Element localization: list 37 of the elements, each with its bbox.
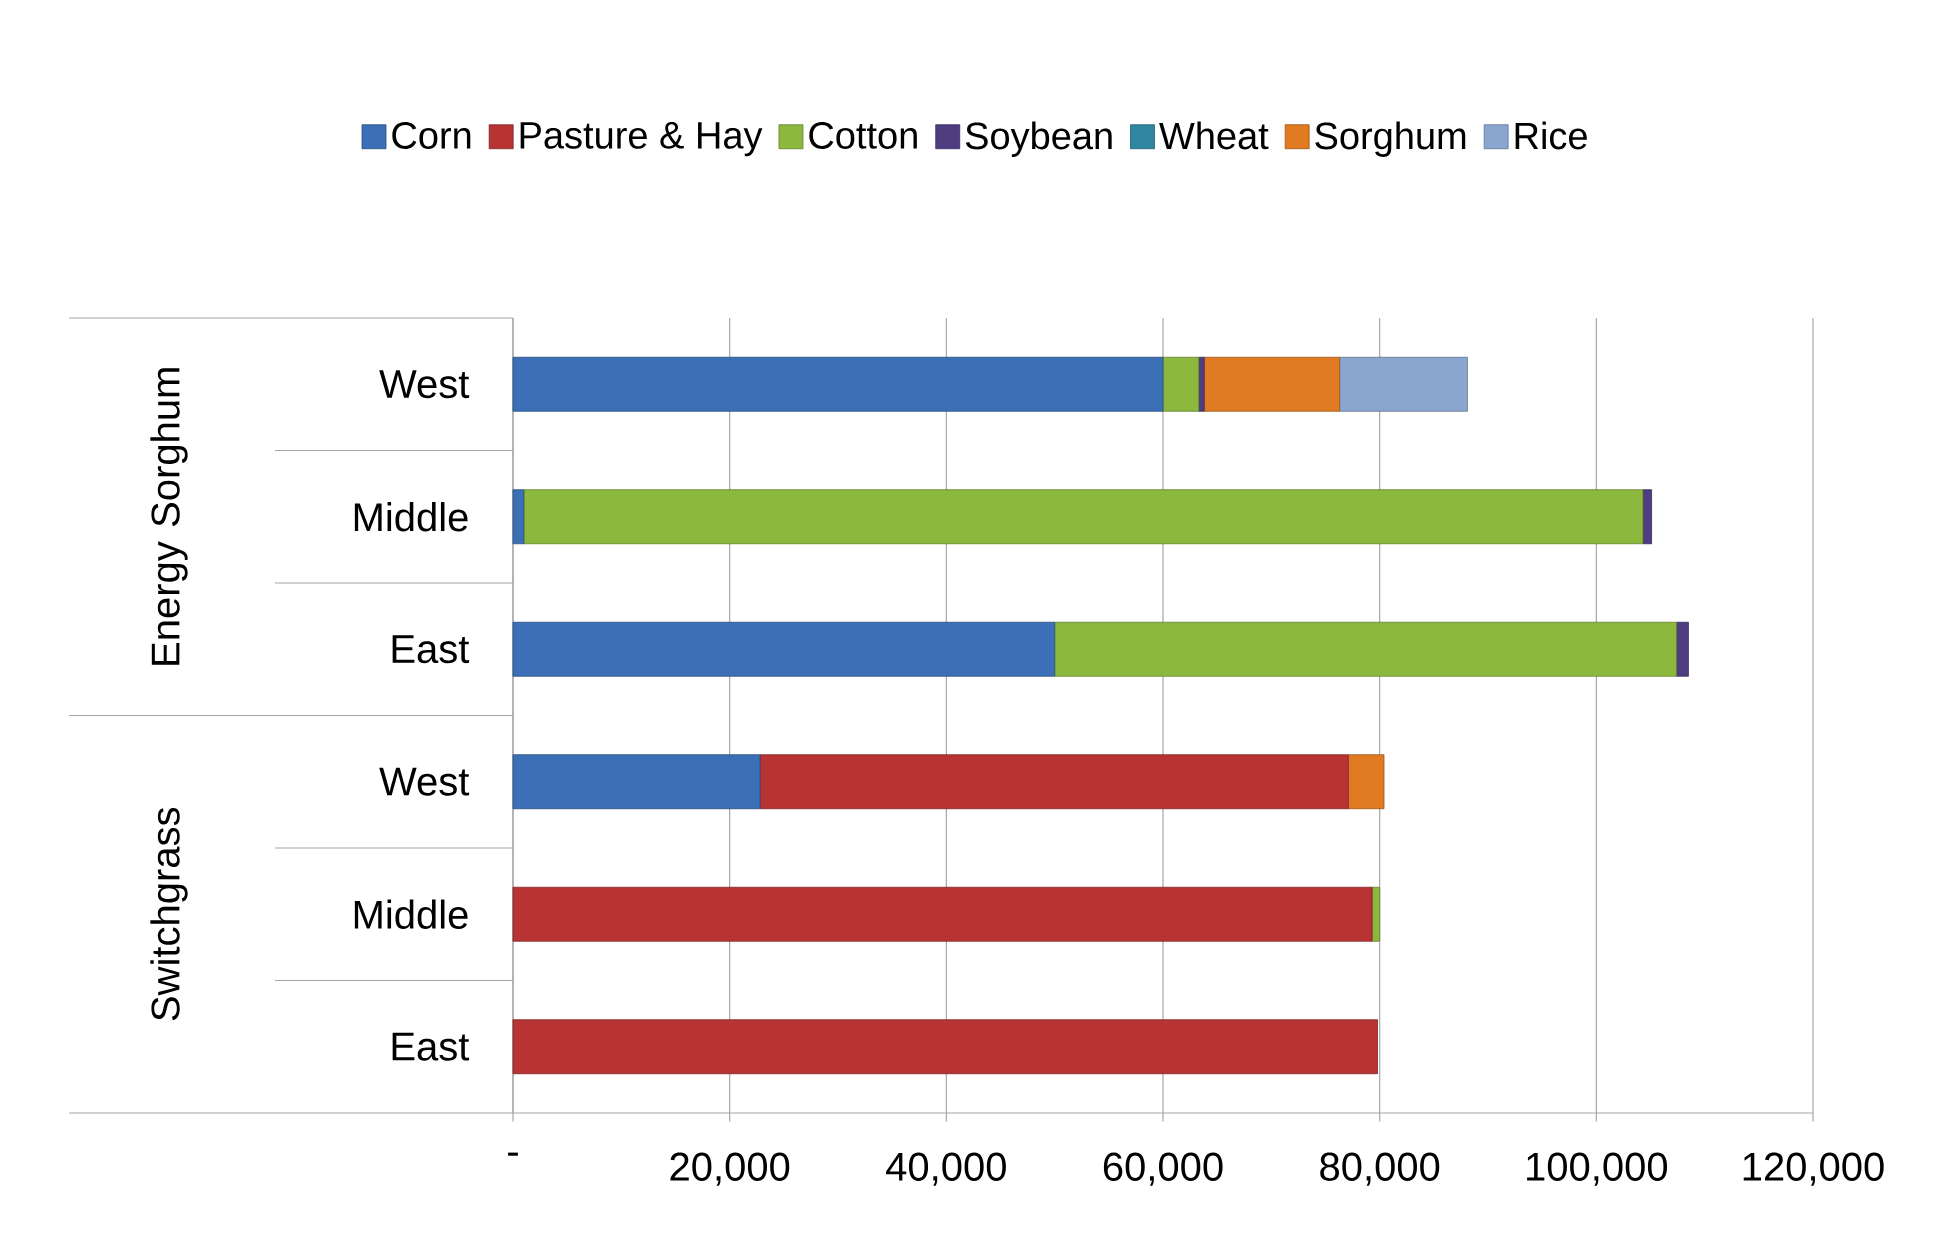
bar: [1347, 754, 1385, 810]
legend-label: Pasture & Hay: [520, 122, 763, 157]
x-tick-label: 20,000: [670, 1152, 790, 1186]
bar: [512, 886, 1373, 942]
legend-label: Sorghum: [1315, 121, 1466, 157]
x-tick-label: 60,000: [1103, 1152, 1223, 1186]
bar: [512, 356, 1164, 412]
y-tick-label: East: [392, 1032, 470, 1061]
bar: [512, 621, 1056, 677]
y-tick-label: Middle: [354, 899, 468, 929]
x-tick-label: 120,000: [1743, 1152, 1884, 1186]
x-tick-label: 80,000: [1320, 1152, 1440, 1186]
bar: [512, 489, 525, 545]
text: Energy Sorghum: [150, 368, 188, 665]
y-tick-label: West: [379, 767, 470, 796]
y-tick-label: West: [379, 370, 470, 399]
legend-label: Corn: [392, 121, 471, 149]
bar: [1162, 356, 1200, 412]
bar: [759, 754, 1349, 810]
text: Switchgrass: [150, 807, 188, 1021]
bar: [512, 1019, 1378, 1075]
x-tick-label: -: [508, 1152, 518, 1156]
bar: [1054, 621, 1677, 677]
bar: [1676, 621, 1689, 677]
legend-label: Soybean: [965, 121, 1112, 157]
legend-label: Rice: [1515, 121, 1587, 150]
bar: [523, 489, 1644, 545]
legend-label: Cotton: [809, 121, 917, 149]
x-tick-label: 40,000: [886, 1152, 1006, 1186]
legend-label: Wheat: [1159, 121, 1269, 150]
y-tick-label: East: [392, 635, 470, 664]
x-tick-label: 100,000: [1527, 1152, 1668, 1186]
bar: [512, 754, 761, 810]
bar: [1339, 356, 1468, 412]
bar: [1198, 356, 1205, 412]
y-tick-label: Middle: [354, 502, 468, 532]
bar: [1203, 356, 1340, 412]
